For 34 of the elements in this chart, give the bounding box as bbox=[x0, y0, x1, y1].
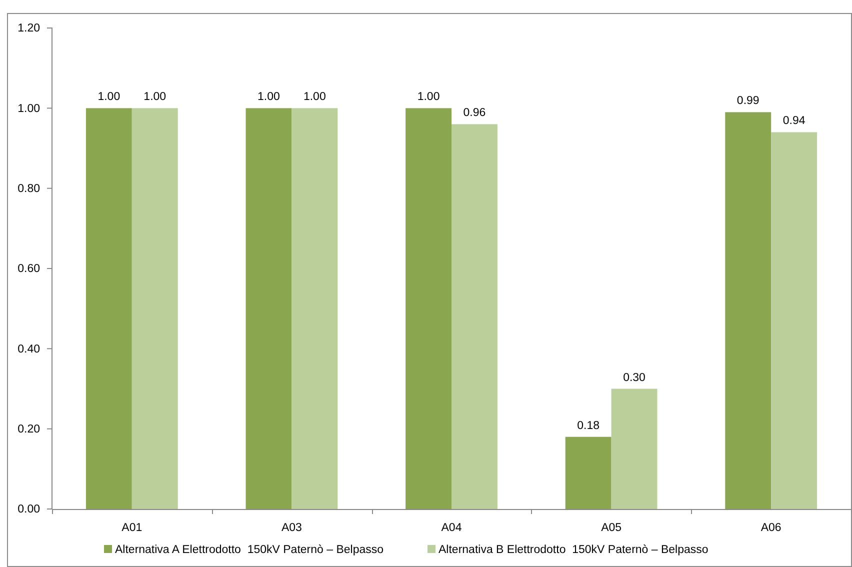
data-label: 1.00 bbox=[258, 91, 280, 104]
y-tick-label: 0.20 bbox=[18, 424, 40, 436]
data-label: 1.00 bbox=[417, 91, 440, 104]
y-tick-label: 0.60 bbox=[18, 263, 40, 276]
bar bbox=[452, 124, 498, 509]
legend-label: Alternativa A Elettrodotto 150kV Paternò – Belpasso bbox=[115, 544, 384, 556]
y-tick-label: 0.00 bbox=[18, 504, 40, 516]
data-label: 0.30 bbox=[623, 372, 646, 384]
bar bbox=[406, 108, 452, 509]
data-label: 0.18 bbox=[577, 420, 600, 432]
bar bbox=[771, 132, 818, 509]
bar bbox=[86, 108, 132, 509]
data-label: 0.96 bbox=[463, 107, 486, 120]
data-label: 1.00 bbox=[98, 91, 120, 104]
data-label: 0.99 bbox=[736, 95, 760, 108]
x-tick-label: A05 bbox=[601, 522, 622, 534]
y-tick-label: 1.20 bbox=[18, 22, 40, 35]
x-tick-label: A03 bbox=[281, 522, 302, 534]
bar bbox=[292, 108, 338, 509]
y-tick-label: 1.00 bbox=[18, 102, 40, 115]
data-label: 0.94 bbox=[782, 115, 806, 128]
x-tick-label: A06 bbox=[760, 522, 782, 534]
y-tick-label: 0.40 bbox=[18, 343, 40, 356]
x-tick-label: A01 bbox=[122, 522, 142, 534]
bar bbox=[725, 112, 772, 509]
y-tick-label: 0.80 bbox=[18, 183, 40, 196]
data-label: 1.00 bbox=[303, 91, 326, 104]
data-label: 1.00 bbox=[144, 91, 166, 104]
bar bbox=[611, 388, 658, 509]
bar bbox=[246, 108, 292, 509]
bar bbox=[132, 108, 178, 509]
bar bbox=[565, 436, 612, 509]
x-tick-label: A04 bbox=[441, 522, 462, 534]
legend-label: Alternativa B Elettrodotto 150kV Paternò – Belpasso bbox=[438, 544, 708, 556]
